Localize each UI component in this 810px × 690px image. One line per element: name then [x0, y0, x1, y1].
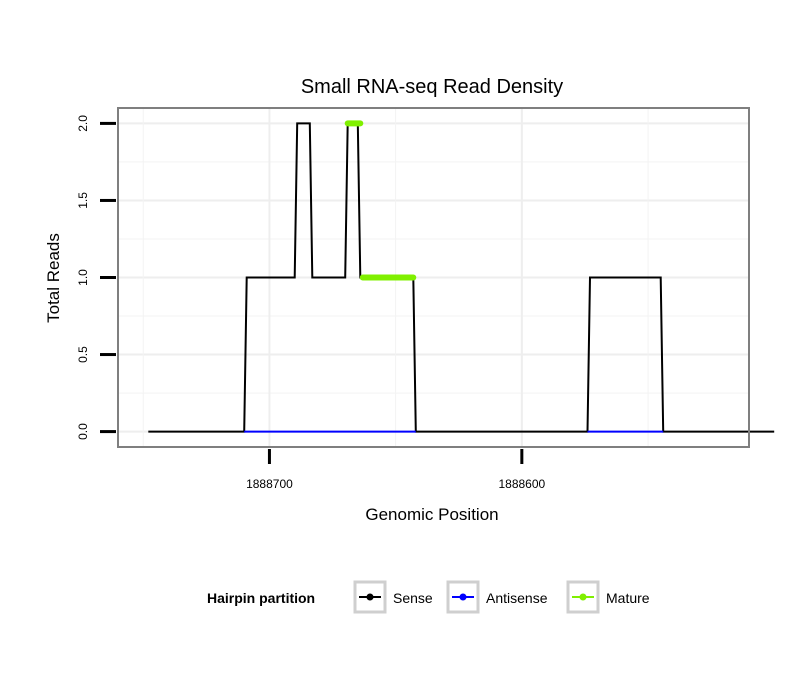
x-axis: 1888700 1888600 [246, 449, 546, 491]
legend-label-antisense: Antisense [486, 590, 548, 606]
legend-title: Hairpin partition [207, 590, 315, 606]
legend-dot-sense [366, 593, 374, 601]
legend: Sense Antisense Mature [353, 580, 650, 614]
x-tick-label: 1888700 [246, 477, 293, 491]
legend-label-sense: Sense [393, 590, 433, 606]
legend-dot-antisense [459, 593, 467, 601]
y-axis-title: Total Reads [44, 233, 63, 323]
y-tick-label: 2.0 [76, 115, 90, 132]
y-tick-label: 0.5 [76, 346, 90, 363]
legend-dot-mature [579, 593, 587, 601]
y-tick-label: 1.0 [76, 269, 90, 286]
chart-title: Small RNA-seq Read Density [301, 76, 563, 98]
plot-panel-border [117, 107, 750, 448]
y-tick-label: 0.0 [76, 423, 90, 440]
x-axis-title: Genomic Position [365, 505, 498, 524]
y-tick-label: 1.5 [76, 192, 90, 209]
x-tick-label: 1888600 [498, 477, 545, 491]
legend-label-mature: Mature [606, 590, 650, 606]
series-layer [148, 120, 775, 433]
y-axis: 0.0 0.5 1.0 1.5 2.0 [76, 115, 116, 440]
